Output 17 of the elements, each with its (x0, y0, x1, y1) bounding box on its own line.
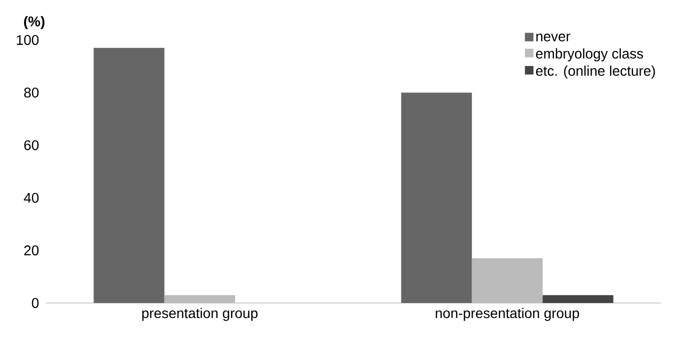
y-tick-label: 20 (24, 245, 39, 256)
legend-label: embryology class (536, 48, 644, 62)
legend-label: etc. (online lecture) (536, 66, 655, 79)
y-axis-title: (%) (24, 16, 44, 30)
y-tick-label: 60 (24, 140, 39, 150)
x-tick-label: non-presentation group (436, 308, 580, 321)
y-tick-label: 80 (24, 88, 39, 98)
bar (542, 295, 614, 303)
bar (94, 48, 164, 303)
x-tick-label: presentation group (142, 308, 258, 321)
y-tick-label: 100 (16, 35, 39, 45)
y-tick-label: 40 (24, 192, 39, 203)
bar (401, 92, 472, 303)
legend-label: never (536, 34, 570, 42)
y-tick-label: 0 (32, 298, 39, 308)
bar (164, 295, 236, 303)
bar (472, 258, 543, 303)
